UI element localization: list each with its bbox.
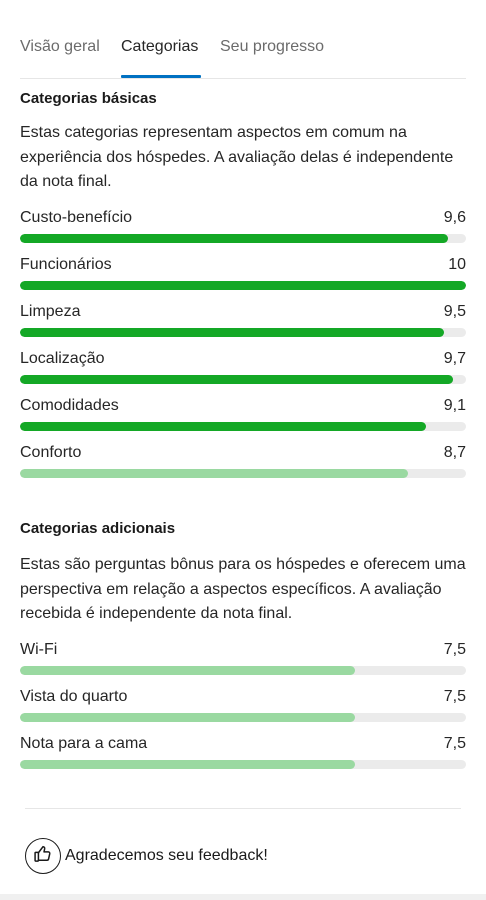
category-label: Nota para a cama bbox=[20, 735, 148, 752]
category-score: 7,5 bbox=[443, 735, 466, 752]
category-score: 9,7 bbox=[443, 350, 466, 367]
category-row-cleanliness: Limpeza 9,5 bbox=[20, 302, 466, 342]
score-bar-track bbox=[20, 422, 466, 431]
category-score: 8,7 bbox=[443, 444, 466, 461]
tab-overview[interactable]: Visão geral bbox=[20, 38, 100, 55]
score-bar-track bbox=[20, 375, 466, 384]
category-score: 9,5 bbox=[443, 303, 466, 320]
score-bar-track bbox=[20, 760, 466, 769]
category-label: Localização bbox=[20, 350, 105, 367]
feedback-message: Agradecemos seu feedback! bbox=[65, 847, 268, 864]
category-score: 7,5 bbox=[443, 641, 466, 658]
score-bar-fill bbox=[20, 713, 355, 722]
category-label: Funcionários bbox=[20, 256, 112, 273]
score-bar-fill bbox=[20, 234, 449, 243]
score-bar-fill bbox=[20, 375, 453, 384]
category-label: Custo-benefício bbox=[20, 209, 133, 226]
score-bar-fill bbox=[20, 469, 409, 478]
divider bbox=[25, 808, 461, 809]
additional-categories-title: Categorias adicionais bbox=[20, 520, 176, 537]
active-tab-indicator bbox=[121, 75, 201, 78]
score-bar-track bbox=[20, 234, 466, 243]
score-bar-fill bbox=[20, 328, 444, 337]
category-label: Conforto bbox=[20, 444, 82, 461]
score-bar-track bbox=[20, 713, 466, 722]
score-bar-fill bbox=[20, 760, 355, 769]
score-bar-fill bbox=[20, 422, 426, 431]
score-bar-fill bbox=[20, 281, 466, 290]
tab-categories[interactable]: Categorias bbox=[121, 38, 199, 55]
score-bar-track bbox=[20, 666, 466, 675]
feedback-row: Agradecemos seu feedback! bbox=[25, 836, 268, 876]
category-row-staff: Funcionários 10 bbox=[20, 255, 466, 295]
score-bar-track bbox=[20, 281, 466, 290]
category-row-wifi: Wi-Fi 7,5 bbox=[20, 640, 466, 680]
thumbs-up-button[interactable] bbox=[25, 838, 61, 874]
bottom-edge bbox=[0, 894, 486, 900]
score-bar-track bbox=[20, 469, 466, 478]
basic-categories-title: Categorias básicas bbox=[20, 90, 157, 107]
basic-categories-description: Estas categorias representam aspectos em… bbox=[20, 124, 454, 190]
category-score: 10 bbox=[448, 256, 466, 273]
category-label: Comodidades bbox=[20, 397, 119, 414]
category-row-room-view: Vista do quarto 7,5 bbox=[20, 687, 466, 727]
category-score: 9,6 bbox=[443, 209, 466, 226]
category-label: Limpeza bbox=[20, 303, 81, 320]
category-label: Vista do quarto bbox=[20, 688, 128, 705]
score-bar-fill bbox=[20, 666, 355, 675]
tab-progress[interactable]: Seu progresso bbox=[220, 38, 325, 55]
category-score: 7,5 bbox=[443, 688, 466, 705]
category-label: Wi-Fi bbox=[20, 641, 58, 658]
category-row-facilities: Comodidades 9,1 bbox=[20, 396, 466, 436]
category-score: 9,1 bbox=[443, 397, 466, 414]
category-row-location: Localização 9,7 bbox=[20, 349, 466, 389]
additional-categories-description: Estas são perguntas bônus para os hósped… bbox=[20, 556, 466, 622]
tab-bar: Visão geral Categorias Seu progresso bbox=[20, 0, 466, 79]
thumbs-up-icon bbox=[33, 844, 53, 869]
category-row-comfort: Conforto 8,7 bbox=[20, 443, 466, 483]
category-row-bed: Nota para a cama 7,5 bbox=[20, 734, 466, 774]
category-row-value-for-money: Custo-benefício 9,6 bbox=[20, 208, 466, 248]
score-bar-track bbox=[20, 328, 466, 337]
